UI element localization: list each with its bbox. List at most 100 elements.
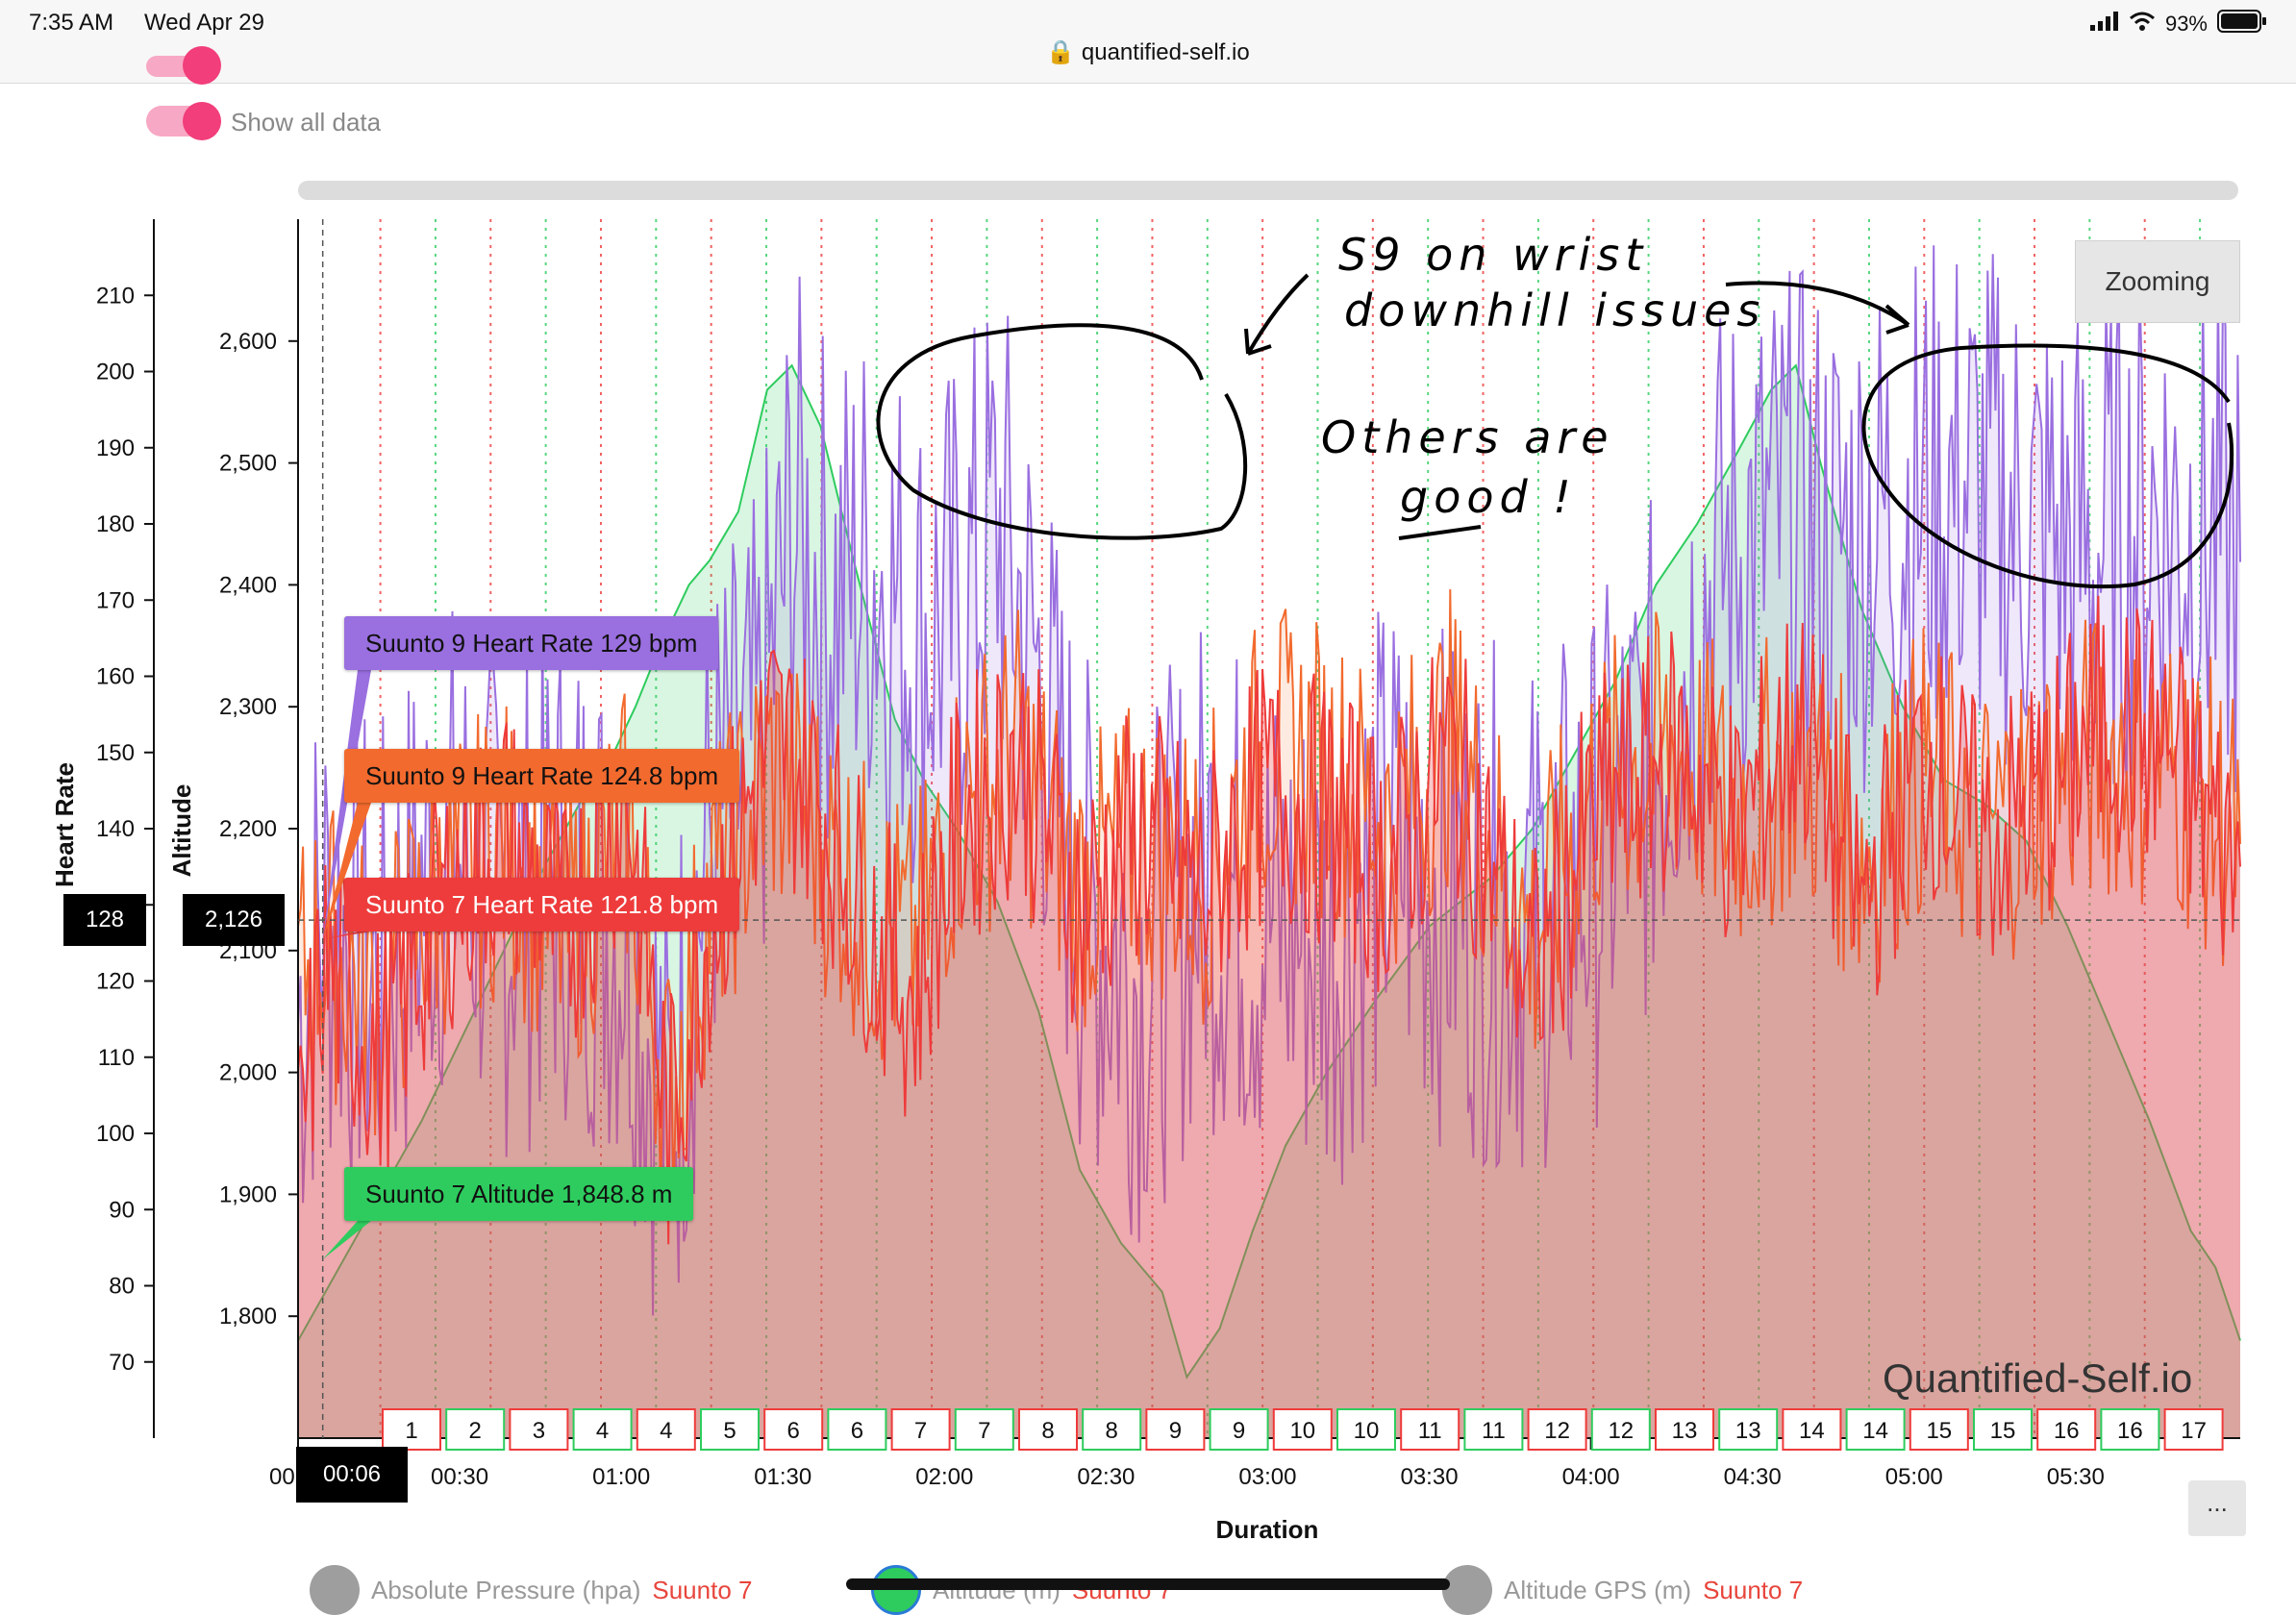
annotation-line1: S9 on wrist bbox=[1338, 229, 1649, 281]
lap-box bbox=[1272, 1408, 1333, 1451]
tooltip-suunto7-altitude: Suunto 7 Altitude 1,848.8 m bbox=[344, 1167, 694, 1221]
horizontal-scrollbar[interactable] bbox=[298, 181, 2238, 200]
show-all-data-toggle[interactable] bbox=[146, 102, 221, 140]
address-bar[interactable]: 🔒 quantified-self.io bbox=[0, 38, 2296, 66]
time-tick-label: 00:30 bbox=[431, 1464, 488, 1490]
lap-box bbox=[445, 1408, 506, 1451]
annotation-arrow-right bbox=[1725, 281, 1910, 335]
status-time: 7:35 AM bbox=[29, 10, 114, 36]
legend-name: Altitude GPS (m) bbox=[1504, 1575, 1692, 1604]
tooltip-suunto7-hr: Suunto 7 Heart Rate 121.8 bpm bbox=[344, 878, 740, 932]
time-tick-label: 05:30 bbox=[2047, 1464, 2105, 1490]
tooltip-suunto9-hr-2: Suunto 9 Heart Rate 124.8 bpm bbox=[344, 749, 740, 803]
lap-box bbox=[1590, 1408, 1651, 1451]
hr-tick-label: 80 bbox=[109, 1274, 135, 1300]
hr-axis-title: Heart Rate bbox=[50, 762, 79, 887]
lap-label: 2 bbox=[469, 1418, 482, 1444]
hr-tick-label: 70 bbox=[109, 1350, 135, 1376]
lap-box bbox=[2163, 1408, 2224, 1451]
altitude-tick-label: 2,400 bbox=[219, 572, 277, 598]
altitude-tick-label: 1,800 bbox=[219, 1304, 277, 1329]
lap-box bbox=[509, 1408, 569, 1451]
lap-box bbox=[890, 1408, 951, 1451]
hr-tick-label: 180 bbox=[96, 511, 135, 537]
lap-box bbox=[1718, 1408, 1779, 1451]
annotation-underline bbox=[1398, 525, 1482, 540]
lap-box bbox=[1082, 1408, 1142, 1451]
time-tick-label: 01:00 bbox=[592, 1464, 650, 1490]
hr-tick-label: 140 bbox=[96, 816, 135, 842]
toggle-partial[interactable] bbox=[146, 46, 221, 85]
battery-icon bbox=[2217, 10, 2267, 38]
lap-box bbox=[1909, 1408, 1969, 1451]
zooming-button[interactable]: Zooming bbox=[2075, 240, 2240, 323]
lap-box bbox=[2100, 1408, 2160, 1451]
lap-box bbox=[827, 1408, 887, 1451]
cursor-time-label: 00:06 bbox=[296, 1447, 408, 1503]
tooltip-pointer bbox=[322, 1221, 371, 1259]
time-tick-label: 04:00 bbox=[1562, 1464, 1620, 1490]
lap-label: 9 bbox=[1169, 1418, 1182, 1444]
time-tick-label: 01:30 bbox=[754, 1464, 811, 1490]
lap-label: 13 bbox=[1735, 1418, 1761, 1444]
annotation-arrow-left bbox=[1244, 273, 1310, 356]
hr-tick-label: 160 bbox=[96, 664, 135, 690]
lap-label: 12 bbox=[1544, 1418, 1570, 1444]
lap-box bbox=[1782, 1408, 1842, 1451]
altitude-tick-label: 2,200 bbox=[219, 816, 277, 842]
altitude-tick-label: 2,300 bbox=[219, 694, 277, 720]
lap-label: 14 bbox=[1862, 1418, 1888, 1444]
url-text: quantified-self.io bbox=[1081, 39, 1250, 65]
lap-box bbox=[1527, 1408, 1587, 1451]
lap-label: 17 bbox=[2181, 1418, 2207, 1444]
lap-label: 8 bbox=[1106, 1418, 1118, 1444]
legend-toggle-icon bbox=[871, 1565, 921, 1615]
lap-box bbox=[1018, 1408, 1078, 1451]
tooltip-pointer bbox=[322, 670, 371, 940]
altitude-tick-label: 2,600 bbox=[219, 329, 277, 355]
lap-box bbox=[700, 1408, 760, 1451]
annotation-line3: Others are bbox=[1321, 411, 1614, 463]
lap-label: 4 bbox=[660, 1418, 672, 1444]
legend-altitude-gps[interactable]: Altitude GPS (m) Suunto 7 bbox=[1442, 1565, 1803, 1615]
show-all-data-label: Show all data bbox=[231, 108, 382, 137]
annotation-line4: good ! bbox=[1400, 471, 1577, 523]
more-options-button[interactable]: ... bbox=[2188, 1480, 2246, 1536]
tooltip-pointer bbox=[322, 932, 371, 940]
hr-tick-label: 190 bbox=[96, 435, 135, 461]
legend-toggle-icon bbox=[310, 1565, 360, 1615]
lap-label: 15 bbox=[1990, 1418, 2016, 1444]
legend-altitude[interactable]: Altitude (m) Suunto 7 bbox=[871, 1565, 1172, 1615]
lap-box bbox=[572, 1408, 633, 1451]
lap-label: 6 bbox=[787, 1418, 800, 1444]
annotation-line2: downhill issues bbox=[1344, 285, 1766, 336]
x-axis-title: Duration bbox=[1216, 1515, 1319, 1544]
legend-device: Suunto 7 bbox=[1703, 1575, 1804, 1604]
lap-box bbox=[1400, 1408, 1460, 1451]
annotation-circle-left bbox=[876, 323, 1248, 540]
lap-label: 4 bbox=[596, 1418, 609, 1444]
time-tick-label: 02:30 bbox=[1077, 1464, 1135, 1490]
hr-tick-label: 100 bbox=[96, 1121, 135, 1147]
lap-box bbox=[2036, 1408, 2097, 1451]
lap-box bbox=[763, 1408, 824, 1451]
lap-label: 15 bbox=[1926, 1418, 1952, 1444]
altitude-axis-title: Altitude bbox=[167, 784, 196, 878]
lap-label: 1 bbox=[405, 1418, 417, 1444]
hr-tick-label: 90 bbox=[109, 1197, 135, 1223]
tooltip-suunto9-hr: Suunto 9 Heart Rate 129 bpm bbox=[344, 616, 719, 670]
lap-box bbox=[1655, 1408, 1714, 1451]
status-date: Wed Apr 29 bbox=[144, 10, 264, 36]
lap-label: 7 bbox=[978, 1418, 990, 1444]
series-line bbox=[297, 245, 2241, 1316]
legend-absolute-pressure[interactable]: Absolute Pressure (hpa) Suunto 7 bbox=[310, 1565, 752, 1615]
altitude-tick-label: 2,000 bbox=[219, 1060, 277, 1086]
lock-icon: 🔒 bbox=[1046, 39, 1076, 65]
legend-name: Absolute Pressure (hpa) bbox=[371, 1575, 641, 1604]
lap-label: 12 bbox=[1608, 1418, 1634, 1444]
lap-box bbox=[954, 1408, 1014, 1451]
time-tick-label: 03:30 bbox=[1400, 1464, 1458, 1490]
series-area bbox=[298, 589, 2240, 1438]
wifi-icon bbox=[2129, 11, 2156, 37]
